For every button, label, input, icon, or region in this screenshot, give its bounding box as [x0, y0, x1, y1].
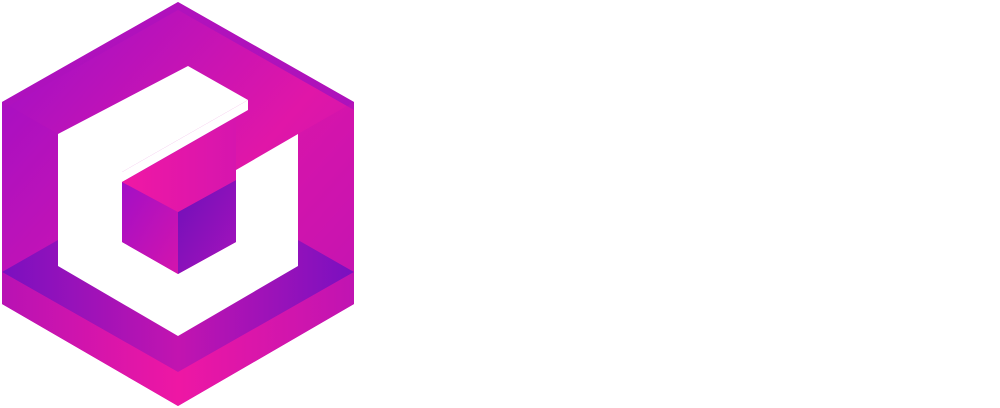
hexagon-right-shade	[298, 102, 354, 272]
logo	[0, 0, 356, 408]
inner-cube-right-face	[178, 180, 236, 274]
blank-area	[356, 0, 1000, 408]
cube-bottom-edge	[2, 272, 354, 406]
inner-cube-left-face	[122, 182, 178, 274]
hexagon-cube-g-logo-icon	[2, 2, 354, 406]
inner-cube-top-face	[122, 118, 236, 212]
hexagon-left-shade	[2, 102, 58, 272]
inner-cube-top-bar	[122, 100, 248, 182]
letter-g-white-shape	[58, 66, 298, 336]
